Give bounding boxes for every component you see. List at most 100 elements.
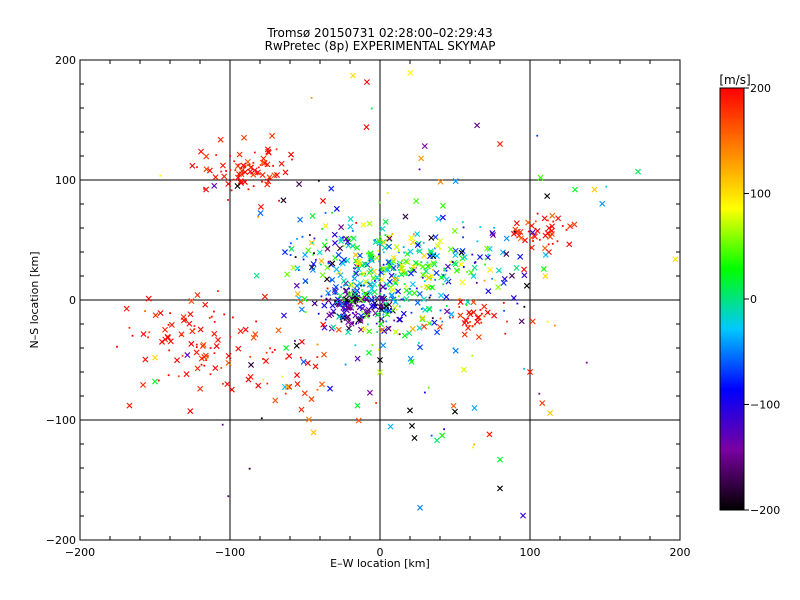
data-point-dot (538, 392, 541, 395)
data-point-cross (464, 299, 471, 306)
data-point-dot (393, 298, 396, 301)
data-point-cross (381, 244, 388, 251)
data-point-dot (487, 253, 490, 256)
data-point-dot (321, 299, 324, 302)
data-point-dot (393, 319, 396, 322)
data-point-dot (382, 313, 385, 316)
data-point-dot (409, 288, 411, 290)
data-point-cross (352, 251, 359, 258)
data-point-dot (467, 322, 469, 324)
data-point-cross (301, 295, 308, 302)
data-point-dot (329, 279, 332, 282)
data-point-dot (257, 215, 260, 218)
data-point-cross (168, 321, 175, 328)
data-point-dot (351, 312, 354, 314)
data-point-dot (195, 346, 198, 348)
data-point-dot (320, 263, 322, 266)
data-point-dot (355, 290, 358, 292)
data-point-cross (329, 276, 336, 283)
data-point-cross (424, 263, 431, 270)
data-point-cross (188, 298, 195, 305)
data-point-dot (441, 320, 444, 323)
data-point-cross (401, 332, 408, 339)
data-point-cross (423, 268, 430, 275)
data-point-cross (215, 336, 222, 343)
data-point-cross (414, 231, 421, 238)
data-point-dot (317, 312, 320, 315)
data-point-dot (385, 320, 388, 323)
data-point-dot (416, 250, 419, 252)
data-point-dot (248, 467, 251, 470)
data-point-cross (337, 272, 344, 279)
data-point-dot (313, 237, 316, 240)
data-point-cross (310, 261, 317, 267)
data-point-cross (510, 295, 517, 302)
data-point-dot (412, 233, 415, 236)
data-point-dot (423, 280, 426, 283)
data-point-dot (476, 240, 479, 243)
data-point-dot (352, 267, 355, 269)
data-point-cross (281, 249, 288, 256)
data-point-dot (367, 299, 370, 302)
data-point-cross (453, 267, 460, 274)
data-point-cross (404, 250, 411, 257)
data-point-dot (428, 296, 431, 299)
data-point-dot (531, 240, 534, 242)
data-point-cross (386, 307, 393, 314)
data-point-cross (397, 316, 404, 323)
data-point-cross (350, 72, 356, 79)
data-point-cross (435, 215, 442, 222)
data-point-cross (523, 282, 530, 289)
data-point-dot (207, 355, 209, 357)
data-point-cross (221, 173, 228, 180)
data-point-cross (486, 431, 493, 438)
data-point-cross (202, 301, 209, 308)
data-point-dot (376, 277, 378, 280)
data-point-dot (378, 260, 381, 262)
data-point-cross (344, 238, 351, 245)
data-point-cross (362, 278, 369, 285)
data-point-cross (567, 223, 574, 230)
data-point-dot (380, 310, 383, 313)
data-point-cross (434, 242, 441, 249)
data-point-dot (348, 287, 350, 290)
data-point-cross (293, 372, 300, 379)
data-point-dot (317, 179, 320, 182)
data-point-cross (378, 276, 385, 283)
data-point-dot (249, 355, 252, 358)
data-point-cross (178, 331, 185, 338)
data-point-cross (366, 389, 373, 396)
data-point-cross (346, 291, 353, 298)
data-point-dot (326, 287, 329, 290)
data-point-cross (262, 357, 269, 364)
data-point-dot (220, 170, 223, 173)
data-point-dot (360, 272, 363, 275)
data-point-cross (368, 303, 375, 310)
data-point-cross (259, 172, 266, 179)
data-point-cross (213, 343, 220, 350)
data-point-dot (383, 273, 386, 276)
data-point-cross (338, 238, 345, 245)
data-point-dot (378, 242, 381, 245)
data-point-dot (383, 293, 386, 296)
data-point-dot (314, 258, 317, 261)
data-point-cross (475, 334, 482, 341)
data-point-cross (217, 136, 224, 143)
data-point-cross (474, 122, 481, 129)
data-point-cross (340, 277, 347, 284)
colorbar-tick-label: 0 (750, 293, 757, 306)
data-point-cross (235, 171, 242, 178)
data-point-cross (417, 504, 424, 511)
data-point-dot (370, 107, 373, 110)
data-point-cross (330, 308, 337, 315)
data-point-dot (240, 167, 243, 169)
data-point-cross (384, 311, 391, 318)
data-point-cross (461, 254, 468, 261)
y-axis-label: N–S location [km] (28, 251, 41, 348)
data-point-cross (199, 343, 206, 350)
data-point-dot (351, 236, 354, 239)
data-point-dot (167, 323, 170, 326)
data-point-dot (402, 246, 405, 249)
data-point-cross (355, 261, 362, 268)
data-point-cross (286, 353, 293, 360)
